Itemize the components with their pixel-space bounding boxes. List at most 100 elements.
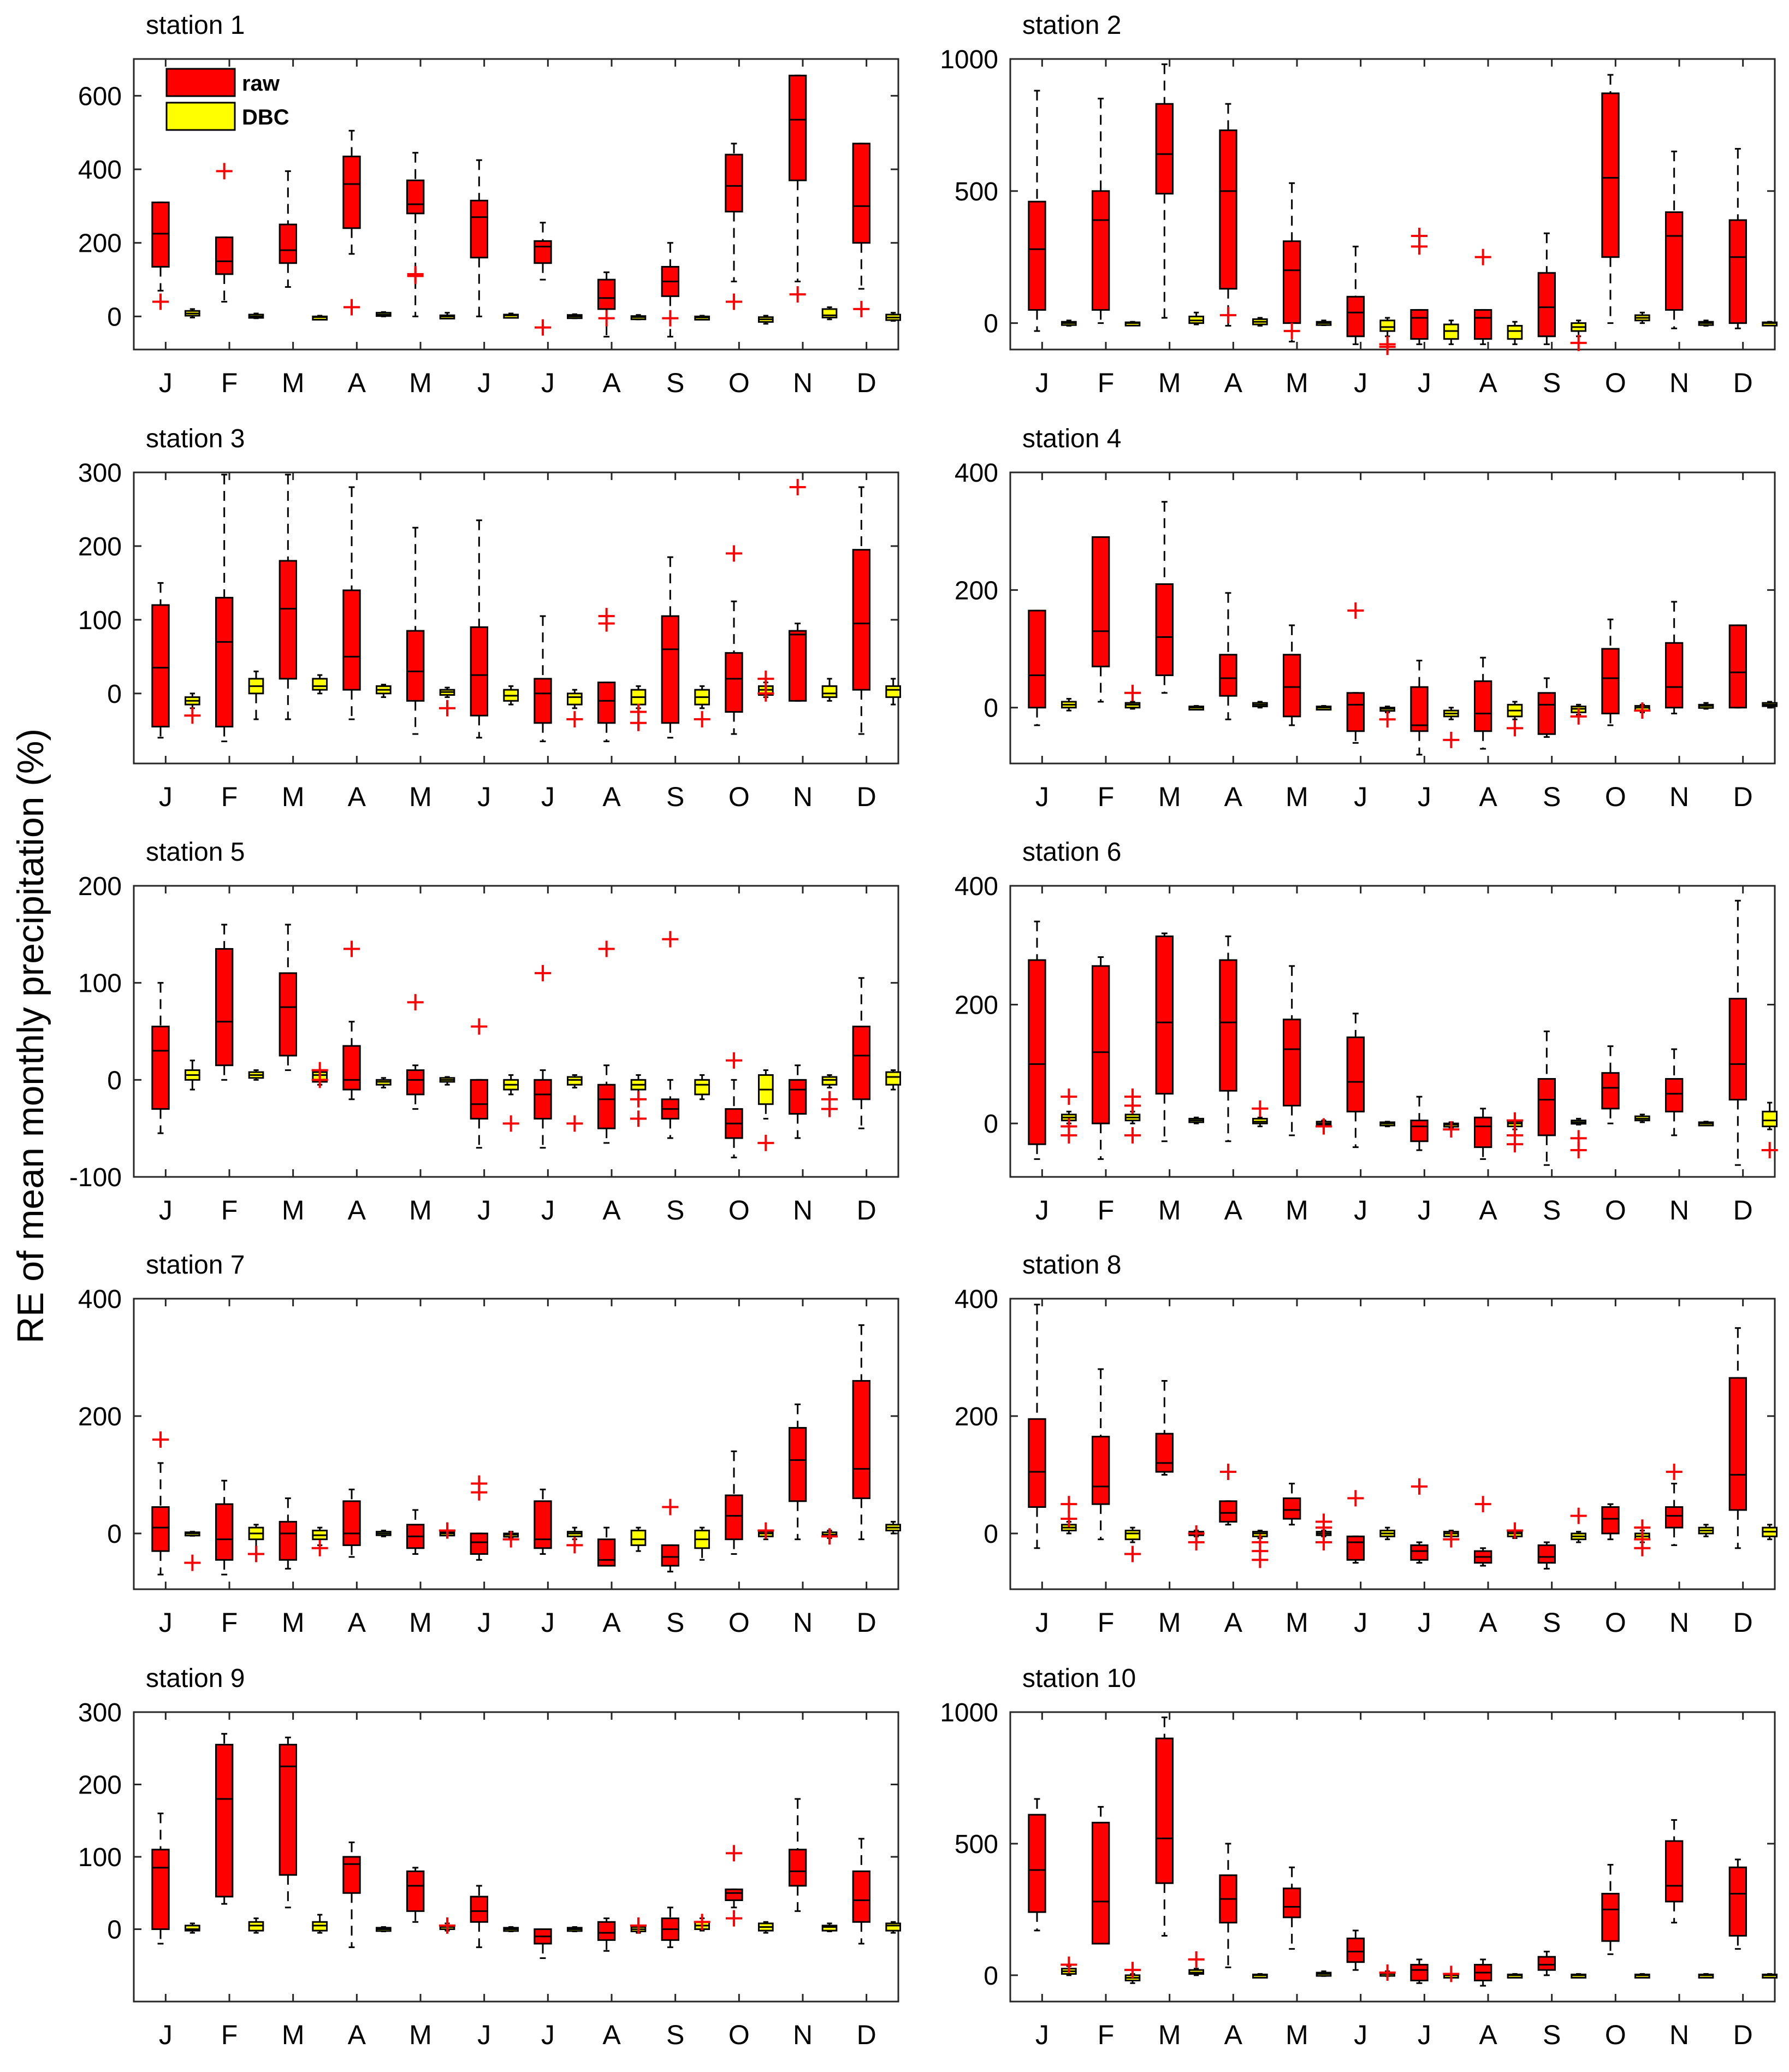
y-tick-label: 0 [107,1916,122,1945]
raw-box [1728,624,1747,709]
iqr-box [694,1079,710,1096]
x-tick-label: D [857,2020,876,2050]
x-tick-label: J [1418,1607,1431,1638]
x-tick-label: F [221,1195,238,1226]
x-tick-label: S [666,1607,684,1638]
outlier-marker [1474,248,1491,265]
raw-box [470,1885,489,1949]
x-tick-label: A [1479,1195,1497,1226]
outlier-marker [1379,711,1396,728]
iqr-box [534,240,552,264]
iqr-box [470,626,489,717]
iqr-box [1155,1737,1174,1884]
x-tick-label: M [282,1195,305,1226]
dbc-box [503,1926,519,1932]
iqr-box [1601,1072,1620,1110]
y-tick-label: 200 [78,532,122,561]
outlier-marker [1507,1522,1523,1539]
x-tick-label: M [409,368,432,398]
x-tick-label: M [1158,2020,1181,2050]
x-tick-label: J [1354,1195,1367,1226]
raw-box [470,1475,489,1561]
raw-box [852,143,870,317]
x-tick-label: J [1418,368,1431,398]
raw-box [151,202,170,310]
raw-box [1728,1327,1747,1549]
iqr-box [1601,92,1620,258]
x-tick-label: M [1286,2020,1308,2050]
dbc-box [1124,1962,1141,1984]
y-tick-label: -100 [69,1163,122,1192]
dbc-box [694,315,710,321]
outlier-marker [821,1100,838,1117]
dbc-box [1188,1116,1204,1124]
x-tick-label: J [159,2020,173,2050]
dbc-box [248,312,264,319]
x-tick-label: D [857,782,876,812]
raw-box [1665,150,1684,329]
x-tick-label: J [1418,2020,1431,2050]
chart-title: station 9 [146,1664,245,1693]
x-tick-label: F [1098,782,1115,812]
raw-box [597,1917,616,1952]
raw-box [1474,1958,1492,1987]
chart-panel: station 7 0 200 400 J F M A M J J A S O N D [78,1251,902,1638]
x-tick-label: A [602,782,621,812]
x-tick-label: A [602,1607,621,1638]
iqr-box [406,1870,425,1912]
outlier-marker [1443,1966,1460,1982]
x-tick-label: M [409,2020,432,2050]
dbc-box [1443,319,1459,345]
x-tick-label: J [159,782,173,812]
raw-box [852,977,870,1129]
dbc-box [439,1522,455,1539]
raw-box [406,1867,425,1923]
dbc-box [1570,1507,1587,1543]
plot-frame [133,58,899,351]
raw-box [789,1403,807,1541]
raw-box [1537,1031,1556,1166]
dbc-box [821,678,838,702]
x-tick-label: M [409,1195,432,1226]
x-tick-label: J [1035,368,1049,398]
x-tick-label: J [1354,782,1367,812]
raw-box [1410,1096,1429,1151]
iqr-box [1410,1964,1429,1981]
dbc-box [376,311,392,317]
y-tick-label: 100 [78,606,122,635]
raw-box [1474,1108,1492,1160]
iqr-box [567,692,583,706]
dbc-box [376,684,392,698]
raw-box [534,222,552,336]
outlier-marker [1570,1142,1587,1159]
dbc-box [885,1520,902,1535]
chart-title: station 8 [1022,1251,1121,1280]
iqr-box [342,1856,361,1894]
x-tick-label: J [1418,782,1431,812]
dbc-box [1061,1088,1077,1144]
dbc-box [1124,1088,1141,1144]
dbc-box [1698,1524,1714,1537]
outlier-marker [630,1917,647,1934]
raw-box [1346,1490,1365,1564]
iqr-box [470,1896,489,1923]
outlier-marker [535,964,551,981]
outlier-marker [184,707,201,724]
raw-box [1028,609,1046,726]
raw-box [661,242,679,338]
outlier-marker [789,286,806,303]
iqr-box [470,1532,489,1555]
iqr-box [1124,1530,1141,1541]
iqr-box [1507,324,1523,340]
iqr-box [1474,1116,1492,1149]
dbc-box [1634,702,1651,719]
outlier-marker [1252,1552,1269,1568]
dbc-box [757,1069,774,1151]
dbc-box [1634,1973,1650,1979]
iqr-box [279,223,298,264]
iqr-box [1346,1937,1365,1963]
raw-box [151,982,170,1134]
iqr-box [1474,680,1492,732]
outlier-marker [726,293,742,310]
